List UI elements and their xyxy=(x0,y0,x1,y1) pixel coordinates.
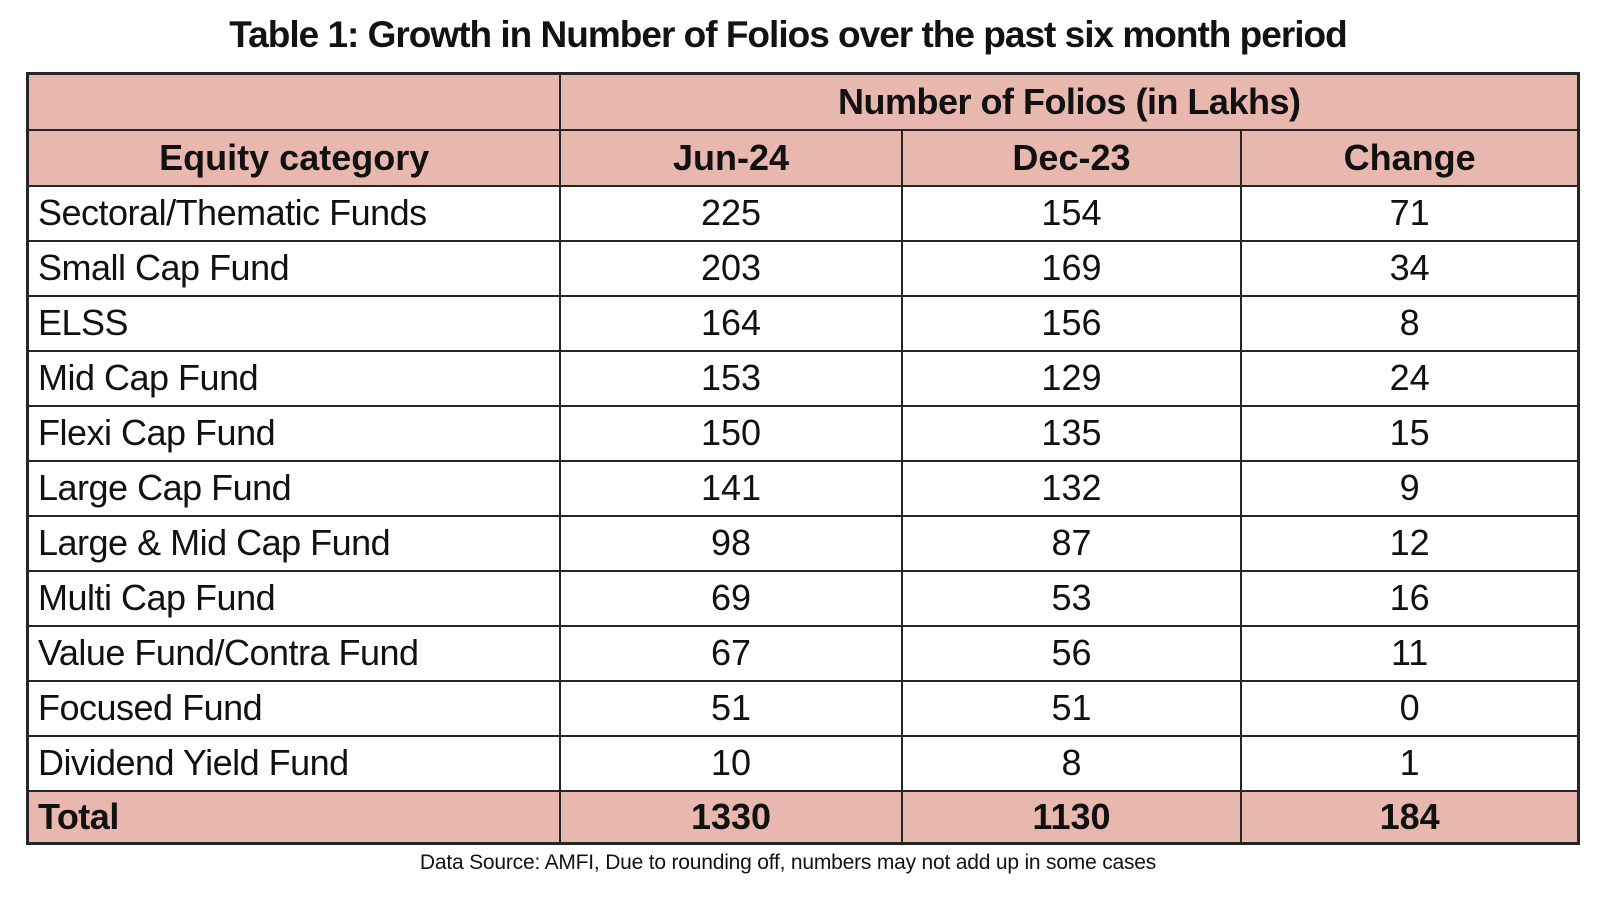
folios-table: Number of Folios (in Lakhs) Equity categ… xyxy=(26,72,1580,845)
jun24-value-cell: 69 xyxy=(559,569,903,627)
total-label-cell: Total xyxy=(26,789,562,845)
change-value-cell: 0 xyxy=(1240,679,1580,737)
change-value-cell: 9 xyxy=(1240,459,1580,517)
table-header: Number of Folios (in Lakhs) Equity categ… xyxy=(26,72,1580,187)
table-row: Focused Fund 51 51 0 xyxy=(26,679,1580,737)
category-cell: Large Cap Fund xyxy=(26,459,562,517)
dec23-value-cell: 154 xyxy=(900,184,1243,242)
column-header-jun-24: Jun-24 xyxy=(559,128,903,187)
table-row: Value Fund/Contra Fund 67 56 11 xyxy=(26,624,1580,682)
change-value-cell: 15 xyxy=(1240,404,1580,462)
total-jun24-cell: 1330 xyxy=(559,789,903,845)
dec23-value-cell: 51 xyxy=(900,679,1243,737)
table-row: Dividend Yield Fund 10 8 1 xyxy=(26,734,1580,792)
dec23-value-cell: 87 xyxy=(900,514,1243,572)
corner-empty-cell xyxy=(26,72,562,131)
change-value-cell: 16 xyxy=(1240,569,1580,627)
table-row: Large Cap Fund 141 132 9 xyxy=(26,459,1580,517)
category-cell: Small Cap Fund xyxy=(26,239,562,297)
category-cell: Focused Fund xyxy=(26,679,562,737)
jun24-value-cell: 153 xyxy=(559,349,903,407)
change-value-cell: 24 xyxy=(1240,349,1580,407)
table-row: Multi Cap Fund 69 53 16 xyxy=(26,569,1580,627)
dec23-value-cell: 156 xyxy=(900,294,1243,352)
jun24-value-cell: 10 xyxy=(559,734,903,792)
change-value-cell: 12 xyxy=(1240,514,1580,572)
jun24-value-cell: 51 xyxy=(559,679,903,737)
total-change-cell: 184 xyxy=(1240,789,1580,845)
category-cell: Dividend Yield Fund xyxy=(26,734,562,792)
dec23-value-cell: 135 xyxy=(900,404,1243,462)
jun24-value-cell: 98 xyxy=(559,514,903,572)
category-cell: Large & Mid Cap Fund xyxy=(26,514,562,572)
table-row: Mid Cap Fund 153 129 24 xyxy=(26,349,1580,407)
table-row: Large & Mid Cap Fund 98 87 12 xyxy=(26,514,1580,572)
category-cell: Sectoral/Thematic Funds xyxy=(26,184,562,242)
group-header-cell: Number of Folios (in Lakhs) xyxy=(559,72,1580,131)
jun24-value-cell: 67 xyxy=(559,624,903,682)
change-value-cell: 1 xyxy=(1240,734,1580,792)
category-cell: ELSS xyxy=(26,294,562,352)
total-dec23-cell: 1130 xyxy=(900,789,1243,845)
table-body: Sectoral/Thematic Funds 225 154 71 Small… xyxy=(26,184,1580,792)
column-header-dec-23: Dec-23 xyxy=(900,128,1243,187)
dec23-value-cell: 53 xyxy=(900,569,1243,627)
table-title: Table 1: Growth in Number of Folios over… xyxy=(229,14,1347,55)
dec23-value-cell: 8 xyxy=(900,734,1243,792)
jun24-value-cell: 203 xyxy=(559,239,903,297)
group-header-row: Number of Folios (in Lakhs) xyxy=(26,72,1580,131)
jun24-value-cell: 225 xyxy=(559,184,903,242)
data-source-note: Data Source: AMFI, Due to rounding off, … xyxy=(419,851,1157,874)
column-header-change: Change xyxy=(1240,128,1580,187)
table-row: ELSS 164 156 8 xyxy=(26,294,1580,352)
dec23-value-cell: 56 xyxy=(900,624,1243,682)
dec23-value-cell: 129 xyxy=(900,349,1243,407)
category-cell: Mid Cap Fund xyxy=(26,349,562,407)
table-row: Sectoral/Thematic Funds 225 154 71 xyxy=(26,184,1580,242)
dec23-value-cell: 132 xyxy=(900,459,1243,517)
jun24-value-cell: 150 xyxy=(559,404,903,462)
category-cell: Value Fund/Contra Fund xyxy=(26,624,562,682)
table-row: Small Cap Fund 203 169 34 xyxy=(26,239,1580,297)
change-value-cell: 34 xyxy=(1240,239,1580,297)
total-row: Total 1330 1130 184 xyxy=(26,789,1580,845)
table-row: Flexi Cap Fund 150 135 15 xyxy=(26,404,1580,462)
jun24-value-cell: 141 xyxy=(559,459,903,517)
change-value-cell: 8 xyxy=(1240,294,1580,352)
category-cell: Multi Cap Fund xyxy=(26,569,562,627)
table-footer: Total 1330 1130 184 xyxy=(26,789,1580,845)
column-header-row: Equity category Jun-24 Dec-23 Change xyxy=(26,128,1580,187)
column-header-equity-category: Equity category xyxy=(26,128,562,187)
category-cell: Flexi Cap Fund xyxy=(26,404,562,462)
jun24-value-cell: 164 xyxy=(559,294,903,352)
change-value-cell: 71 xyxy=(1240,184,1580,242)
change-value-cell: 11 xyxy=(1240,624,1580,682)
dec23-value-cell: 169 xyxy=(900,239,1243,297)
